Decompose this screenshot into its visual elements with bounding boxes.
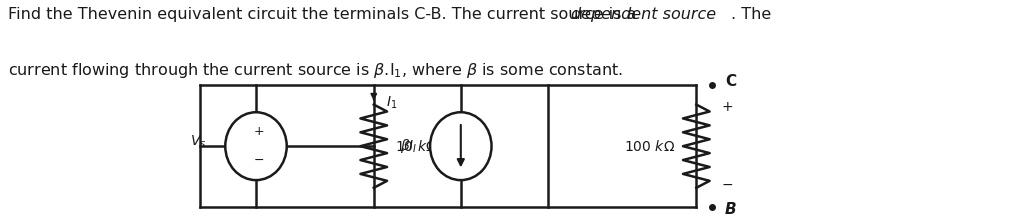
- Ellipse shape: [430, 112, 492, 180]
- Text: Find the Thevenin equivalent circuit the terminals C-B. The current source is a: Find the Thevenin equivalent circuit the…: [8, 7, 642, 21]
- Text: +: +: [722, 100, 733, 114]
- Text: $100\ k\Omega$: $100\ k\Omega$: [624, 139, 675, 154]
- Text: $10\ k\Omega$: $10\ k\Omega$: [395, 139, 437, 154]
- Text: $\beta I_I$: $\beta I_I$: [400, 137, 418, 155]
- Text: $I_1$: $I_1$: [386, 94, 397, 111]
- Ellipse shape: [225, 112, 287, 180]
- Text: −: −: [722, 178, 733, 192]
- Text: current flowing through the current source is $\beta$.I$_1$, where $\beta$ is so: current flowing through the current sour…: [8, 61, 624, 80]
- Text: $V_s$: $V_s$: [190, 134, 207, 150]
- Text: dependent source: dependent source: [571, 7, 717, 21]
- Text: +: +: [254, 125, 264, 138]
- Text: C: C: [725, 74, 736, 88]
- Text: . The: . The: [731, 7, 771, 21]
- Text: B: B: [725, 202, 736, 217]
- Text: −: −: [254, 154, 264, 167]
